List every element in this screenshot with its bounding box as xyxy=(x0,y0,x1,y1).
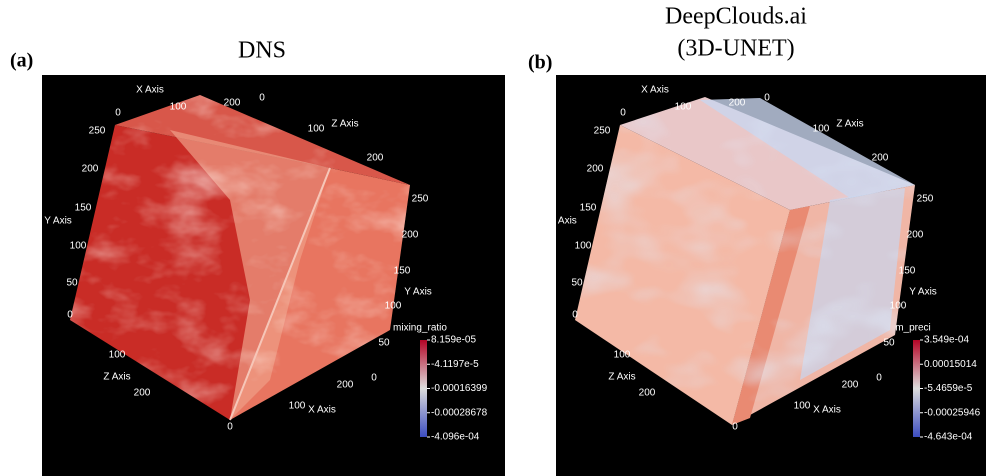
axis-text: 100 xyxy=(813,124,830,135)
axis-text: 50 xyxy=(883,338,895,349)
axis-text: 250 xyxy=(412,194,429,205)
colorbar-label: -0.00028678 xyxy=(431,407,488,418)
axis-text: 150 xyxy=(580,203,597,214)
colorbar-label: 3.549e-04 xyxy=(924,335,969,346)
axis-text: X Axis xyxy=(308,405,336,416)
axis-text: 200 xyxy=(729,98,746,109)
axis-text: 0 xyxy=(67,310,73,321)
axis-text: 150 xyxy=(75,203,92,214)
axis-text: 0 xyxy=(227,422,233,433)
axis-text: 100 xyxy=(575,241,592,252)
axis-text: 50 xyxy=(378,338,390,349)
axis-text: 200 xyxy=(842,380,859,391)
axis-text: 150 xyxy=(394,266,411,277)
axis-text: 250 xyxy=(594,126,611,137)
axis-text: X Axis xyxy=(136,85,164,96)
panel-label: (a) xyxy=(10,50,33,72)
colorbar xyxy=(420,340,427,437)
axis-text: 100 xyxy=(614,350,631,361)
axis-text: Z Axis xyxy=(608,372,635,383)
axis-text: X Axis xyxy=(813,405,841,416)
axis-text: 200 xyxy=(907,230,924,241)
axis-text: Y Axis xyxy=(404,287,432,298)
axis-text: Y Axis xyxy=(549,216,577,227)
axis-text: 100 xyxy=(675,102,692,113)
colorbar-title: mixing_ratio xyxy=(393,323,447,334)
axis-text: 0 xyxy=(732,422,738,433)
axis-text: Y Axis xyxy=(909,287,937,298)
panel-title: DeepClouds.ai xyxy=(665,4,807,30)
axis-text: 250 xyxy=(917,194,934,205)
axis-text: 100 xyxy=(170,102,187,113)
axis-text: Z Axis xyxy=(836,119,863,130)
axis-text: 0 xyxy=(115,108,121,119)
colorbar-label: -4.643e-04 xyxy=(924,432,973,443)
colorbar-label: -4.096e-04 xyxy=(431,432,480,443)
colorbar-label: -0.00025946 xyxy=(924,407,981,418)
axis-text: 50 xyxy=(571,278,583,289)
axis-text: 200 xyxy=(337,380,354,391)
colorbar-label: 8.159e-05 xyxy=(431,335,476,346)
axis-text: 100 xyxy=(308,124,325,135)
axis-text: 0 xyxy=(259,93,265,104)
axis-text: 200 xyxy=(402,230,419,241)
axis-text: 200 xyxy=(587,164,604,175)
colorbar-label: -0.00016399 xyxy=(431,383,488,394)
axis-text: 150 xyxy=(899,266,916,277)
axis-text: Y Axis xyxy=(44,216,72,227)
axis-text: 0 xyxy=(572,310,578,321)
axis-text: 200 xyxy=(367,153,384,164)
panel-title: DNS xyxy=(238,38,286,64)
axis-text: 200 xyxy=(82,164,99,175)
axis-text: 50 xyxy=(66,278,78,289)
axis-text: Z Axis xyxy=(331,119,358,130)
axis-text: 100 xyxy=(109,350,126,361)
colorbar-label: -5.4659e-5 xyxy=(924,383,973,394)
axis-text: X Axis xyxy=(641,85,669,96)
colorbar-label: 0.00015014 xyxy=(924,359,977,370)
panel-title: (3D-UNET) xyxy=(677,36,794,62)
colorbar-title: m_preci xyxy=(895,323,931,334)
axis-text: 100 xyxy=(385,301,402,312)
axis-text: 100 xyxy=(70,241,87,252)
axis-text: Z Axis xyxy=(103,372,130,383)
axis-text: 0 xyxy=(876,373,882,384)
axis-text: 200 xyxy=(224,98,241,109)
axis-text: 100 xyxy=(289,401,306,412)
colorbar xyxy=(913,340,920,437)
axis-text: 100 xyxy=(890,301,907,312)
axis-text: 0 xyxy=(764,93,770,104)
panel-label: (b) xyxy=(528,52,552,74)
axis-text: 100 xyxy=(794,401,811,412)
axis-text: 0 xyxy=(620,108,626,119)
axis-text: 0 xyxy=(371,373,377,384)
colorbar-label: -4.1197e-5 xyxy=(431,359,479,370)
axis-text: 200 xyxy=(134,388,151,399)
axis-text: 200 xyxy=(872,153,889,164)
axis-text: 200 xyxy=(639,388,656,399)
axis-text: 250 xyxy=(89,126,106,137)
